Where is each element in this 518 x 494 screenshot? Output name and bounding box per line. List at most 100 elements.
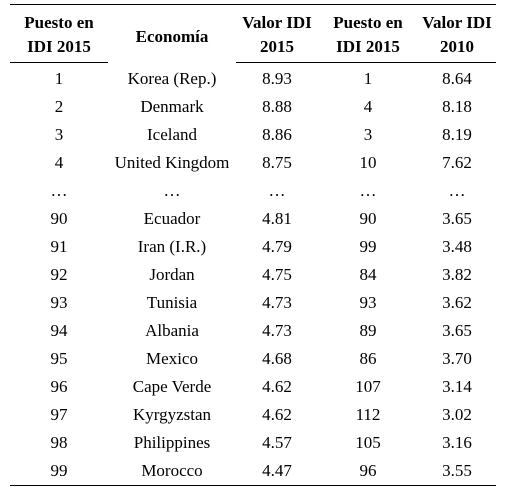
table-row: 3 Iceland 8.86 3 8.19 [10, 121, 496, 149]
cell-economy: Denmark [140, 97, 204, 116]
cell-value-2015: 8.88 [262, 97, 292, 116]
cell-rank-2015: 93 [50, 293, 68, 312]
cell-rank-2010: 112 [355, 405, 381, 424]
cell-value-2010: 3.70 [442, 349, 472, 368]
cell-rank-2010: 99 [359, 237, 377, 256]
cell-value-2015: 4.73 [262, 293, 292, 312]
table-header: Puesto en Economía Valor IDI Puesto en V… [10, 4, 496, 63]
table-row: 99 Morocco 4.47 96 3.55 [10, 457, 496, 486]
cell-rank-2015: 1 [54, 69, 64, 88]
cell-rank-2015: 94 [50, 321, 68, 340]
cell-value-2015: … [268, 181, 286, 200]
cell-value-2015: 4.68 [262, 349, 292, 368]
cell-rank-2010: 84 [359, 265, 377, 284]
cell-economy: Jordan [149, 265, 195, 284]
cell-value-2010: 3.82 [442, 265, 472, 284]
cell-value-2010: 3.16 [442, 433, 472, 452]
cell-value-2010: … [448, 181, 466, 200]
cell-economy: Kyrgyzstan [132, 405, 212, 424]
header-rank-2010-line2: IDI 2015 [318, 35, 418, 63]
cell-rank-2015: 92 [50, 265, 68, 284]
cell-rank-2015: 2 [54, 97, 64, 116]
cell-value-2015: 4.57 [262, 433, 292, 452]
cell-rank-2010: 10 [359, 153, 377, 172]
table-row: 1 Korea (Rep.) 8.93 1 8.64 [10, 63, 496, 94]
cell-rank-2015: 95 [50, 349, 68, 368]
cell-rank-2010: 1 [363, 69, 373, 88]
cell-value-2015: 4.62 [262, 405, 292, 424]
cell-economy: Morocco [108, 457, 236, 486]
table-row: 2 Denmark 8.88 4 8.18 [10, 93, 496, 121]
cell-rank-2015: 3 [54, 125, 64, 144]
table-row: 91 Iran (I.R.) 4.79 99 3.48 [10, 233, 496, 261]
cell-rank-2010: 3 [363, 125, 373, 144]
cell-value-2015: 4.75 [262, 265, 292, 284]
table-row: 98 Philippines 4.57 105 3.16 [10, 429, 496, 457]
header-value-2015-line1: Valor IDI [236, 4, 318, 35]
cell-rank-2010: 93 [359, 293, 377, 312]
cell-rank-2010: 90 [359, 209, 377, 228]
cell-economy: Iceland [146, 125, 198, 144]
cell-economy: Cape Verde [132, 377, 212, 396]
table-row: 92 Jordan 4.75 84 3.82 [10, 261, 496, 289]
cell-value-2010: 3.65 [442, 321, 472, 340]
cell-rank-2010: 4 [363, 97, 373, 116]
cell-value-2010: 3.62 [442, 293, 472, 312]
header-value-2015-line2: 2015 [236, 35, 318, 63]
cell-economy: Iran (I.R.) [137, 237, 207, 256]
cell-economy: Philippines [133, 433, 211, 452]
table-row: 95 Mexico 4.68 86 3.70 [10, 345, 496, 373]
cell-value-2010: 8.64 [442, 69, 472, 88]
cell-economy: Ecuador [143, 209, 201, 228]
cell-value-2010: 8.18 [442, 97, 472, 116]
cell-rank-2015: 4 [54, 153, 64, 172]
cell-rank-2015: 97 [50, 405, 68, 424]
header-rank-2010-line1: Puesto en [318, 4, 418, 35]
cell-economy: Mexico [146, 349, 198, 368]
cell-rank-2010: 86 [359, 349, 377, 368]
cell-value-2015: 4.81 [262, 209, 292, 228]
cell-rank-2015: 98 [50, 433, 68, 452]
cell-economy: Tunisia [146, 293, 198, 312]
cell-value-2010: 3.55 [418, 457, 496, 486]
cell-rank-2015: … [50, 181, 68, 200]
cell-value-2015: 4.79 [262, 237, 292, 256]
cell-economy: United Kingdom [114, 153, 230, 172]
cell-rank-2015: 91 [50, 237, 68, 256]
cell-value-2015: 4.73 [262, 321, 292, 340]
table-row: 96 Cape Verde 4.62 107 3.14 [10, 373, 496, 401]
cell-value-2010: 3.48 [442, 237, 472, 256]
cell-rank-2010: 105 [355, 433, 381, 452]
table-row: 90 Ecuador 4.81 90 3.65 [10, 205, 496, 233]
header-value-2010-line1: Valor IDI [418, 4, 496, 35]
cell-rank-2010: … [359, 181, 377, 200]
table-row: 97 Kyrgyzstan 4.62 112 3.02 [10, 401, 496, 429]
cell-rank-2010: 89 [359, 321, 377, 340]
cell-economy: … [163, 181, 181, 200]
header-economy: Economía [108, 4, 236, 63]
table-row: 93 Tunisia 4.73 93 3.62 [10, 289, 496, 317]
cell-value-2010: 3.02 [442, 405, 472, 424]
cell-value-2010: 3.65 [442, 209, 472, 228]
header-rank-2015-line1: Puesto en [10, 4, 108, 35]
header-value-2010-line2: 2010 [418, 35, 496, 63]
cell-value-2015: 4.62 [262, 377, 292, 396]
idi-ranking-table: Puesto en Economía Valor IDI Puesto en V… [10, 4, 496, 486]
cell-rank-2015: 96 [50, 377, 68, 396]
cell-value-2015: 4.47 [236, 457, 318, 486]
cell-value-2010: 3.14 [442, 377, 472, 396]
cell-economy: Korea (Rep.) [127, 68, 217, 88]
cell-rank-2010: 96 [318, 457, 418, 486]
table-row: … … … … … [10, 177, 496, 205]
cell-value-2015: 8.75 [262, 153, 292, 172]
cell-rank-2015: 90 [50, 209, 68, 228]
cell-value-2015: 8.93 [262, 69, 292, 88]
cell-economy: Albania [145, 321, 199, 340]
table-row: 4 United Kingdom 8.75 10 7.62 [10, 149, 496, 177]
cell-rank-2015: 99 [10, 457, 108, 486]
header-rank-2015-line2: IDI 2015 [10, 35, 108, 63]
cell-value-2010: 7.62 [442, 153, 472, 172]
table-body: 1 Korea (Rep.) 8.93 1 8.64 2 Denmark 8.88 4 8.18 3… [10, 63, 496, 486]
cell-value-2010: 8.19 [442, 125, 472, 144]
